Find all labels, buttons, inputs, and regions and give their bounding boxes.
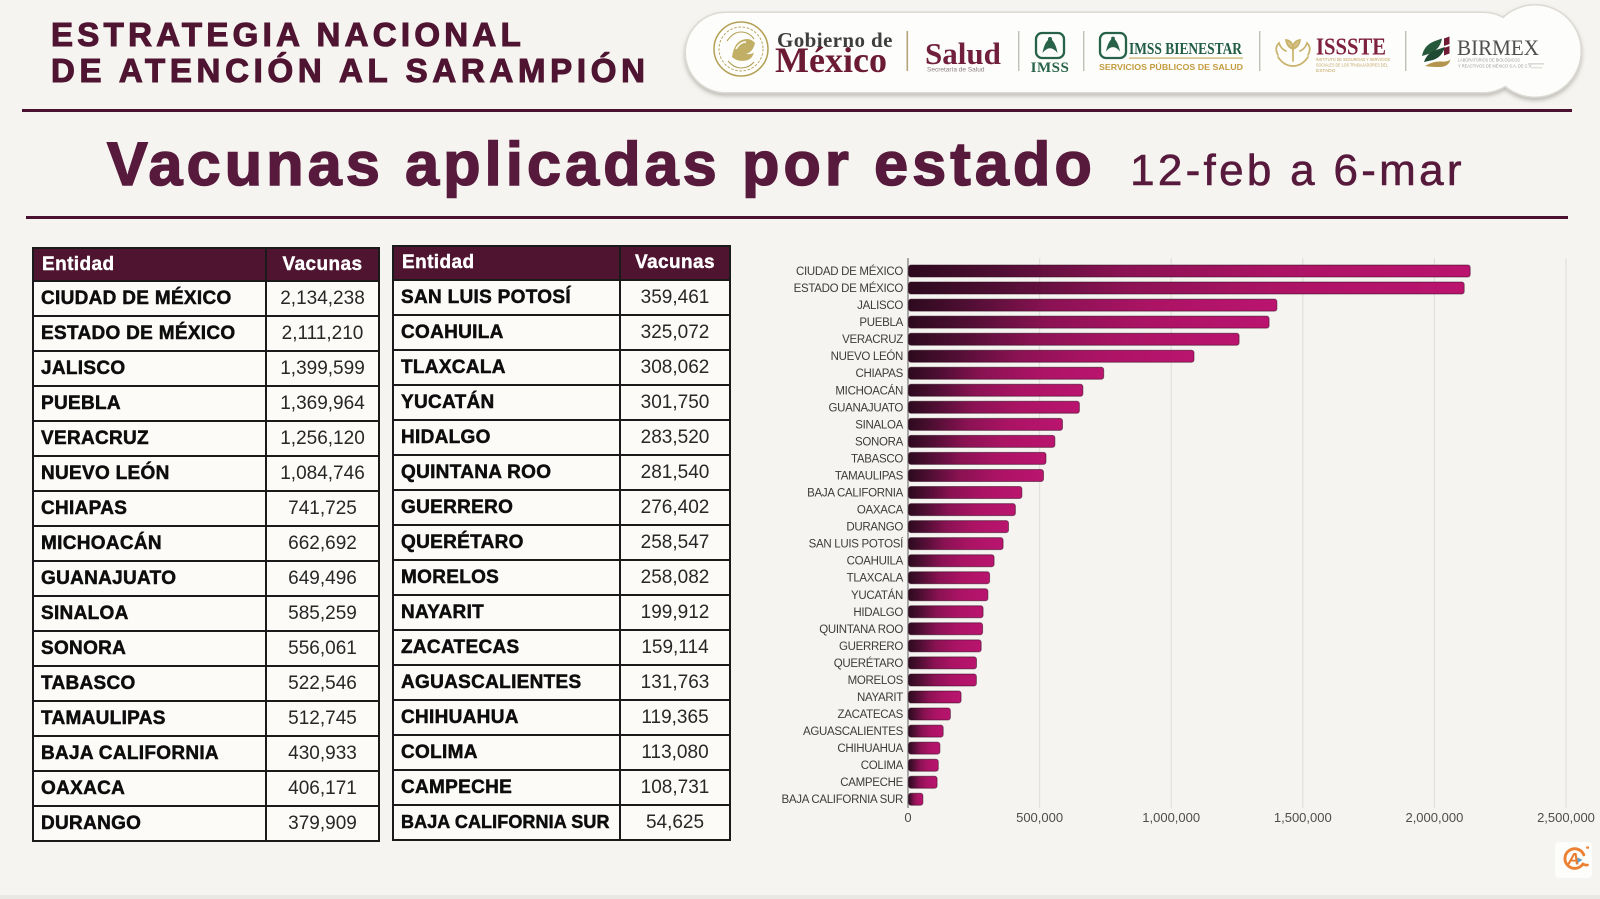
svg-text:ISSSTE: ISSSTE bbox=[1316, 35, 1386, 61]
svg-text:A: A bbox=[1566, 850, 1579, 869]
svg-text:GUANAJUATO: GUANAJUATO bbox=[828, 402, 903, 414]
svg-text:TLAXCALA: TLAXCALA bbox=[847, 573, 904, 585]
svg-text:QUERÉTARO: QUERÉTARO bbox=[834, 657, 904, 670]
svg-text:2,000,000: 2,000,000 bbox=[1405, 810, 1463, 825]
svg-text:1,500,000: 1,500,000 bbox=[1274, 810, 1332, 825]
svg-text:SONORA: SONORA bbox=[855, 436, 904, 448]
svg-text:Y REACTIVOS DE MÉXICO S.A. DE: Y REACTIVOS DE MÉXICO S.A. DE C.V. bbox=[1458, 63, 1532, 70]
svg-text:COAHUILA: COAHUILA bbox=[847, 556, 904, 568]
svg-text:Salud: Salud bbox=[925, 36, 1001, 71]
svg-text:CAMPECHE: CAMPECHE bbox=[840, 777, 903, 789]
svg-text:MORELOS: MORELOS bbox=[848, 675, 904, 687]
svg-text:TABASCO: TABASCO bbox=[851, 453, 903, 465]
svg-text:DURANGO: DURANGO bbox=[846, 522, 903, 534]
svg-text:GUERRERO: GUERRERO bbox=[839, 641, 903, 653]
svg-text:YUCATÁN: YUCATÁN bbox=[851, 589, 903, 602]
svg-text:BAJA CALIFORNIA SUR: BAJA CALIFORNIA SUR bbox=[782, 794, 903, 806]
svg-text:México: México bbox=[775, 40, 887, 80]
svg-text:ESTADO: ESTADO bbox=[1316, 68, 1336, 74]
svg-text:BIRMEX: BIRMEX bbox=[1457, 35, 1539, 60]
svg-text:OAXACA: OAXACA bbox=[857, 505, 904, 517]
svg-text:CIUDAD DE MÉXICO: CIUDAD DE MÉXICO bbox=[796, 265, 903, 278]
svg-text:SAN LUIS POTOSÍ: SAN LUIS POTOSÍ bbox=[809, 538, 904, 551]
svg-text:COLIMA: COLIMA bbox=[861, 760, 904, 772]
svg-text:HIDALGO: HIDALGO bbox=[853, 607, 903, 619]
svg-text:VERACRUZ: VERACRUZ bbox=[842, 334, 903, 346]
svg-text:Secretaría de Salud: Secretaría de Salud bbox=[927, 67, 985, 74]
svg-text:TAMAULIPAS: TAMAULIPAS bbox=[835, 471, 904, 483]
svg-text:MICHOACÁN: MICHOACÁN bbox=[835, 384, 903, 397]
svg-text:Gobierno de: Gobierno de bbox=[777, 28, 893, 52]
svg-text:AGUASCALIENTES: AGUASCALIENTES bbox=[803, 726, 904, 738]
svg-text:NAYARIT: NAYARIT bbox=[857, 692, 903, 704]
svg-text:QUINTANA ROO: QUINTANA ROO bbox=[819, 624, 903, 636]
svg-text:ZACATECAS: ZACATECAS bbox=[838, 709, 904, 721]
svg-text:PUEBLA: PUEBLA bbox=[859, 317, 903, 329]
svg-text:IMSS BIENESTAR: IMSS BIENESTAR bbox=[1129, 39, 1243, 58]
svg-text:SERVICIOS PÚBLICOS DE SALUD: SERVICIOS PÚBLICOS DE SALUD bbox=[1099, 61, 1243, 72]
svg-text:INSTITUTO DE SEGURIDAD Y SERVI: INSTITUTO DE SEGURIDAD Y SERVICIOS bbox=[1316, 57, 1390, 63]
svg-text:500,000: 500,000 bbox=[1016, 810, 1063, 825]
svg-text:SINALOA: SINALOA bbox=[855, 419, 903, 431]
svg-text:0: 0 bbox=[904, 810, 911, 825]
svg-text:SOCIALES DE LOS TRABAJADORES D: SOCIALES DE LOS TRABAJADORES DEL bbox=[1316, 63, 1388, 69]
svg-text:IMSS: IMSS bbox=[1031, 60, 1070, 76]
svg-text:ESTADO DE MÉXICO: ESTADO DE MÉXICO bbox=[794, 282, 904, 295]
svg-text:CHIHUAHUA: CHIHUAHUA bbox=[837, 743, 903, 755]
svg-text:LABORATORIOS DE BIOLÓGICOS: LABORATORIOS DE BIOLÓGICOS bbox=[1458, 57, 1520, 64]
svg-text:CHIAPAS: CHIAPAS bbox=[855, 368, 903, 380]
svg-text:BAJA CALIFORNIA: BAJA CALIFORNIA bbox=[807, 488, 903, 500]
svg-text:2,500,000: 2,500,000 bbox=[1537, 810, 1595, 825]
svg-text:JALISCO: JALISCO bbox=[857, 300, 903, 312]
svg-text:1,000,000: 1,000,000 bbox=[1142, 810, 1200, 825]
svg-text:NUEVO LEÓN: NUEVO LEÓN bbox=[831, 350, 903, 363]
